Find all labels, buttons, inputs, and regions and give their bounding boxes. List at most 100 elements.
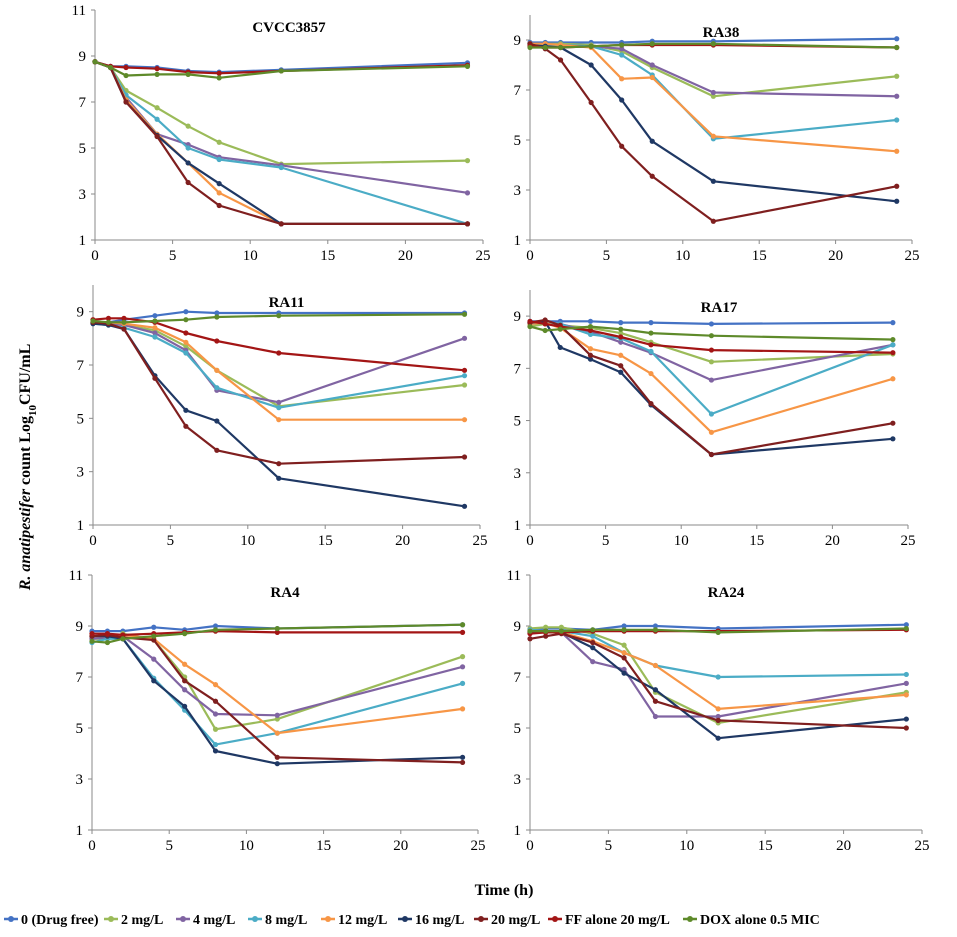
y-tick-label: 7 bbox=[514, 83, 522, 99]
data-point bbox=[543, 633, 549, 639]
series-20-mg-l bbox=[527, 41, 900, 224]
data-point bbox=[183, 407, 189, 413]
data-point bbox=[652, 687, 659, 693]
data-point bbox=[90, 318, 96, 324]
data-point bbox=[590, 645, 596, 651]
data-point bbox=[890, 436, 896, 442]
x-tick-label: 10 bbox=[674, 533, 689, 549]
series-line bbox=[529, 43, 897, 203]
data-point bbox=[183, 309, 189, 315]
y-tick-label: 11 bbox=[507, 568, 521, 584]
data-point bbox=[214, 447, 220, 453]
x-tick-label: 0 bbox=[91, 248, 99, 264]
x-tick-label: 15 bbox=[318, 533, 333, 549]
data-point bbox=[212, 682, 219, 688]
data-point bbox=[459, 664, 466, 670]
data-point bbox=[903, 680, 909, 686]
data-point bbox=[649, 62, 655, 68]
x-tick-label: 10 bbox=[243, 248, 258, 264]
data-point bbox=[461, 373, 468, 379]
data-point bbox=[276, 417, 282, 423]
data-point bbox=[120, 636, 126, 642]
data-point bbox=[459, 759, 466, 766]
data-point bbox=[618, 369, 624, 375]
data-point bbox=[123, 64, 129, 71]
data-point bbox=[459, 654, 466, 660]
series-line bbox=[530, 42, 897, 98]
series-16-mg-l bbox=[90, 321, 468, 509]
data-point bbox=[619, 97, 625, 103]
legend-item-dox-alone-0-5-mic: DOX alone 0.5 MIC bbox=[683, 913, 820, 928]
series-line bbox=[92, 321, 465, 465]
series-16-mg-l bbox=[92, 59, 471, 227]
data-point bbox=[212, 726, 219, 732]
data-point bbox=[894, 36, 900, 42]
panel-title: RA24 bbox=[708, 585, 745, 601]
x-tick-label: 5 bbox=[169, 248, 177, 264]
data-point bbox=[182, 678, 188, 684]
data-point bbox=[461, 311, 468, 317]
data-point bbox=[216, 156, 222, 163]
x-tick-label: 0 bbox=[88, 838, 96, 854]
data-point bbox=[621, 666, 627, 672]
series-ff-alone-20-mg-l bbox=[527, 318, 896, 356]
panel-ra17: 1 3 5 7 9 0 5 10 15 20 25 RA17 bbox=[514, 290, 916, 549]
data-point bbox=[652, 713, 659, 720]
data-point bbox=[212, 698, 219, 704]
data-point bbox=[152, 313, 158, 319]
data-point bbox=[587, 352, 594, 358]
data-point bbox=[890, 350, 896, 356]
data-point bbox=[121, 315, 127, 321]
series-line bbox=[529, 318, 894, 456]
data-point bbox=[276, 350, 282, 356]
data-point bbox=[618, 320, 624, 326]
data-point bbox=[276, 399, 282, 405]
data-point bbox=[152, 330, 158, 336]
data-point bbox=[212, 748, 219, 754]
data-point bbox=[710, 89, 716, 96]
data-point bbox=[587, 331, 594, 337]
y-tick-label: 9 bbox=[76, 619, 84, 635]
data-point bbox=[557, 44, 564, 51]
data-point bbox=[154, 116, 160, 122]
y-axis-title-text: R. anatipestifer count Log10CFU/mL bbox=[17, 344, 39, 592]
data-point bbox=[618, 352, 624, 358]
data-point bbox=[182, 687, 188, 693]
data-point bbox=[587, 327, 594, 334]
data-point bbox=[527, 636, 533, 642]
legend-item-4-mg-l: 4 mg/L bbox=[176, 913, 235, 928]
panel-cvcc3857: 1 3 5 7 9 11 0 5 10 15 20 25 CVCC3857 bbox=[72, 3, 491, 264]
y-tick-label: 3 bbox=[514, 183, 522, 199]
x-tick-label: 25 bbox=[471, 838, 486, 854]
panel-ra38: 1 3 5 7 9 0 5 10 15 20 25 RA38 bbox=[514, 15, 920, 264]
data-point bbox=[214, 367, 220, 373]
data-point bbox=[154, 66, 160, 72]
data-point bbox=[648, 342, 654, 348]
data-point bbox=[183, 317, 189, 323]
data-point bbox=[459, 680, 466, 686]
data-point bbox=[214, 314, 220, 320]
y-tick-label: 7 bbox=[514, 361, 522, 377]
y-tick-label: 11 bbox=[72, 3, 86, 19]
series-ff-alone-20-mg-l bbox=[90, 315, 468, 373]
data-point bbox=[185, 145, 191, 151]
legend-label: FF alone 20 mg/L bbox=[565, 913, 670, 928]
y-tick-label: 1 bbox=[514, 233, 522, 249]
legend-swatch-marker bbox=[478, 916, 484, 922]
series-line bbox=[529, 632, 907, 730]
data-point bbox=[527, 318, 533, 324]
data-point bbox=[212, 627, 219, 633]
series-20-mg-l bbox=[527, 317, 896, 458]
data-point bbox=[216, 190, 222, 196]
data-point bbox=[894, 73, 900, 79]
x-tick-label: 15 bbox=[316, 838, 331, 854]
data-point bbox=[183, 339, 189, 345]
x-tick-label: 0 bbox=[526, 248, 534, 264]
data-point bbox=[894, 117, 900, 123]
series-dox-alone-0-5-mic bbox=[527, 323, 896, 343]
data-point bbox=[183, 343, 189, 349]
y-tick-label: 1 bbox=[76, 823, 84, 839]
data-point bbox=[708, 321, 715, 327]
data-point bbox=[618, 330, 624, 336]
y-tick-label: 3 bbox=[514, 772, 522, 788]
